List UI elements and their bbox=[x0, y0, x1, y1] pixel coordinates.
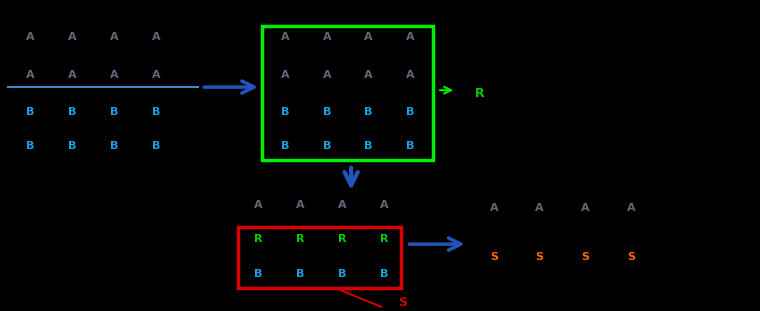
Text: A: A bbox=[280, 32, 290, 42]
Text: A: A bbox=[151, 32, 160, 42]
Text: A: A bbox=[151, 70, 160, 80]
Text: A: A bbox=[364, 70, 373, 80]
Bar bbox=[238, 227, 401, 288]
Text: B: B bbox=[26, 107, 35, 117]
Text: R: R bbox=[337, 234, 347, 244]
Text: B: B bbox=[68, 107, 77, 117]
Text: B: B bbox=[109, 107, 119, 117]
Text: A: A bbox=[535, 203, 544, 213]
Text: S: S bbox=[490, 252, 498, 262]
Text: S: S bbox=[398, 296, 407, 309]
Bar bbox=[262, 26, 433, 160]
Text: S: S bbox=[627, 252, 635, 262]
Text: B: B bbox=[254, 269, 263, 279]
Text: B: B bbox=[151, 141, 160, 151]
Text: B: B bbox=[296, 269, 305, 279]
Text: B: B bbox=[151, 107, 160, 117]
Text: B: B bbox=[364, 141, 373, 151]
Text: B: B bbox=[280, 107, 290, 117]
Text: B: B bbox=[406, 141, 415, 151]
Text: A: A bbox=[379, 200, 388, 210]
Text: A: A bbox=[337, 200, 347, 210]
Text: A: A bbox=[364, 32, 373, 42]
Text: A: A bbox=[406, 32, 415, 42]
Text: A: A bbox=[489, 203, 499, 213]
Text: A: A bbox=[109, 70, 119, 80]
Text: B: B bbox=[280, 141, 290, 151]
Text: B: B bbox=[68, 141, 77, 151]
Text: A: A bbox=[68, 32, 77, 42]
Text: A: A bbox=[109, 32, 119, 42]
Text: R: R bbox=[296, 234, 305, 244]
Text: R: R bbox=[475, 87, 485, 100]
Text: R: R bbox=[254, 234, 263, 244]
Text: B: B bbox=[322, 141, 331, 151]
Text: A: A bbox=[322, 32, 331, 42]
Text: B: B bbox=[322, 107, 331, 117]
Text: A: A bbox=[322, 70, 331, 80]
Text: S: S bbox=[536, 252, 543, 262]
Text: A: A bbox=[296, 200, 305, 210]
Text: A: A bbox=[626, 203, 635, 213]
Text: A: A bbox=[68, 70, 77, 80]
Text: B: B bbox=[364, 107, 373, 117]
Text: B: B bbox=[406, 107, 415, 117]
Text: A: A bbox=[581, 203, 590, 213]
Text: A: A bbox=[280, 70, 290, 80]
Text: S: S bbox=[581, 252, 589, 262]
Text: A: A bbox=[406, 70, 415, 80]
Text: A: A bbox=[26, 32, 35, 42]
Text: A: A bbox=[26, 70, 35, 80]
Text: A: A bbox=[254, 200, 263, 210]
Text: B: B bbox=[337, 269, 347, 279]
Text: B: B bbox=[26, 141, 35, 151]
Text: R: R bbox=[379, 234, 388, 244]
Text: B: B bbox=[109, 141, 119, 151]
Text: B: B bbox=[379, 269, 388, 279]
